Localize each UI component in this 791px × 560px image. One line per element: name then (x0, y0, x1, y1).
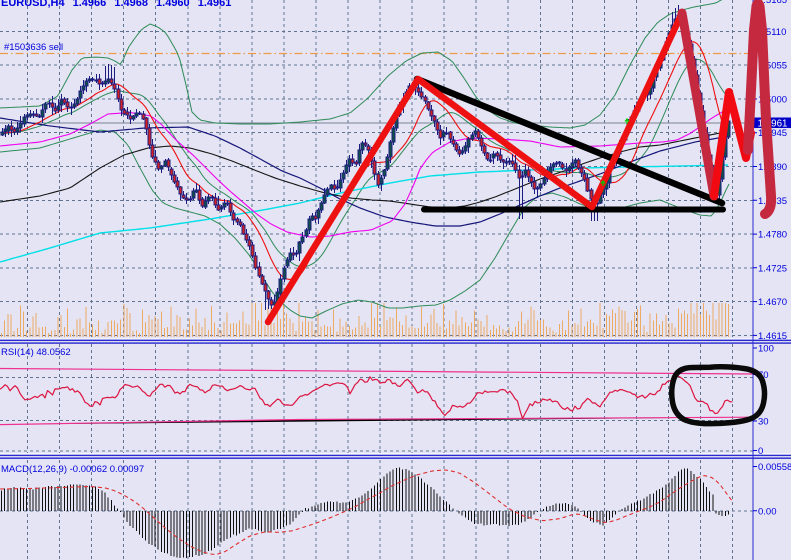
svg-text:1.4725: 1.4725 (758, 263, 787, 274)
svg-text:1.4961: 1.4961 (758, 118, 788, 129)
svg-text:1.5000: 1.5000 (758, 95, 787, 106)
svg-text:0.00: 0.00 (758, 506, 777, 517)
svg-text:1.4670: 1.4670 (758, 297, 787, 308)
svg-text:100: 100 (758, 344, 774, 355)
svg-text:1.4945: 1.4945 (758, 128, 787, 139)
svg-text:1.5055: 1.5055 (758, 61, 787, 72)
svg-text:0.00558: 0.00558 (758, 462, 791, 473)
svg-text:30: 30 (758, 417, 769, 428)
svg-text:0: 0 (758, 446, 763, 457)
svg-text:1.4615: 1.4615 (758, 331, 787, 342)
svg-text:70: 70 (758, 370, 769, 381)
svg-text:1.5165: 1.5165 (758, 0, 787, 6)
svg-text:1.4780: 1.4780 (758, 230, 787, 241)
svg-text:1.5110: 1.5110 (758, 27, 786, 38)
